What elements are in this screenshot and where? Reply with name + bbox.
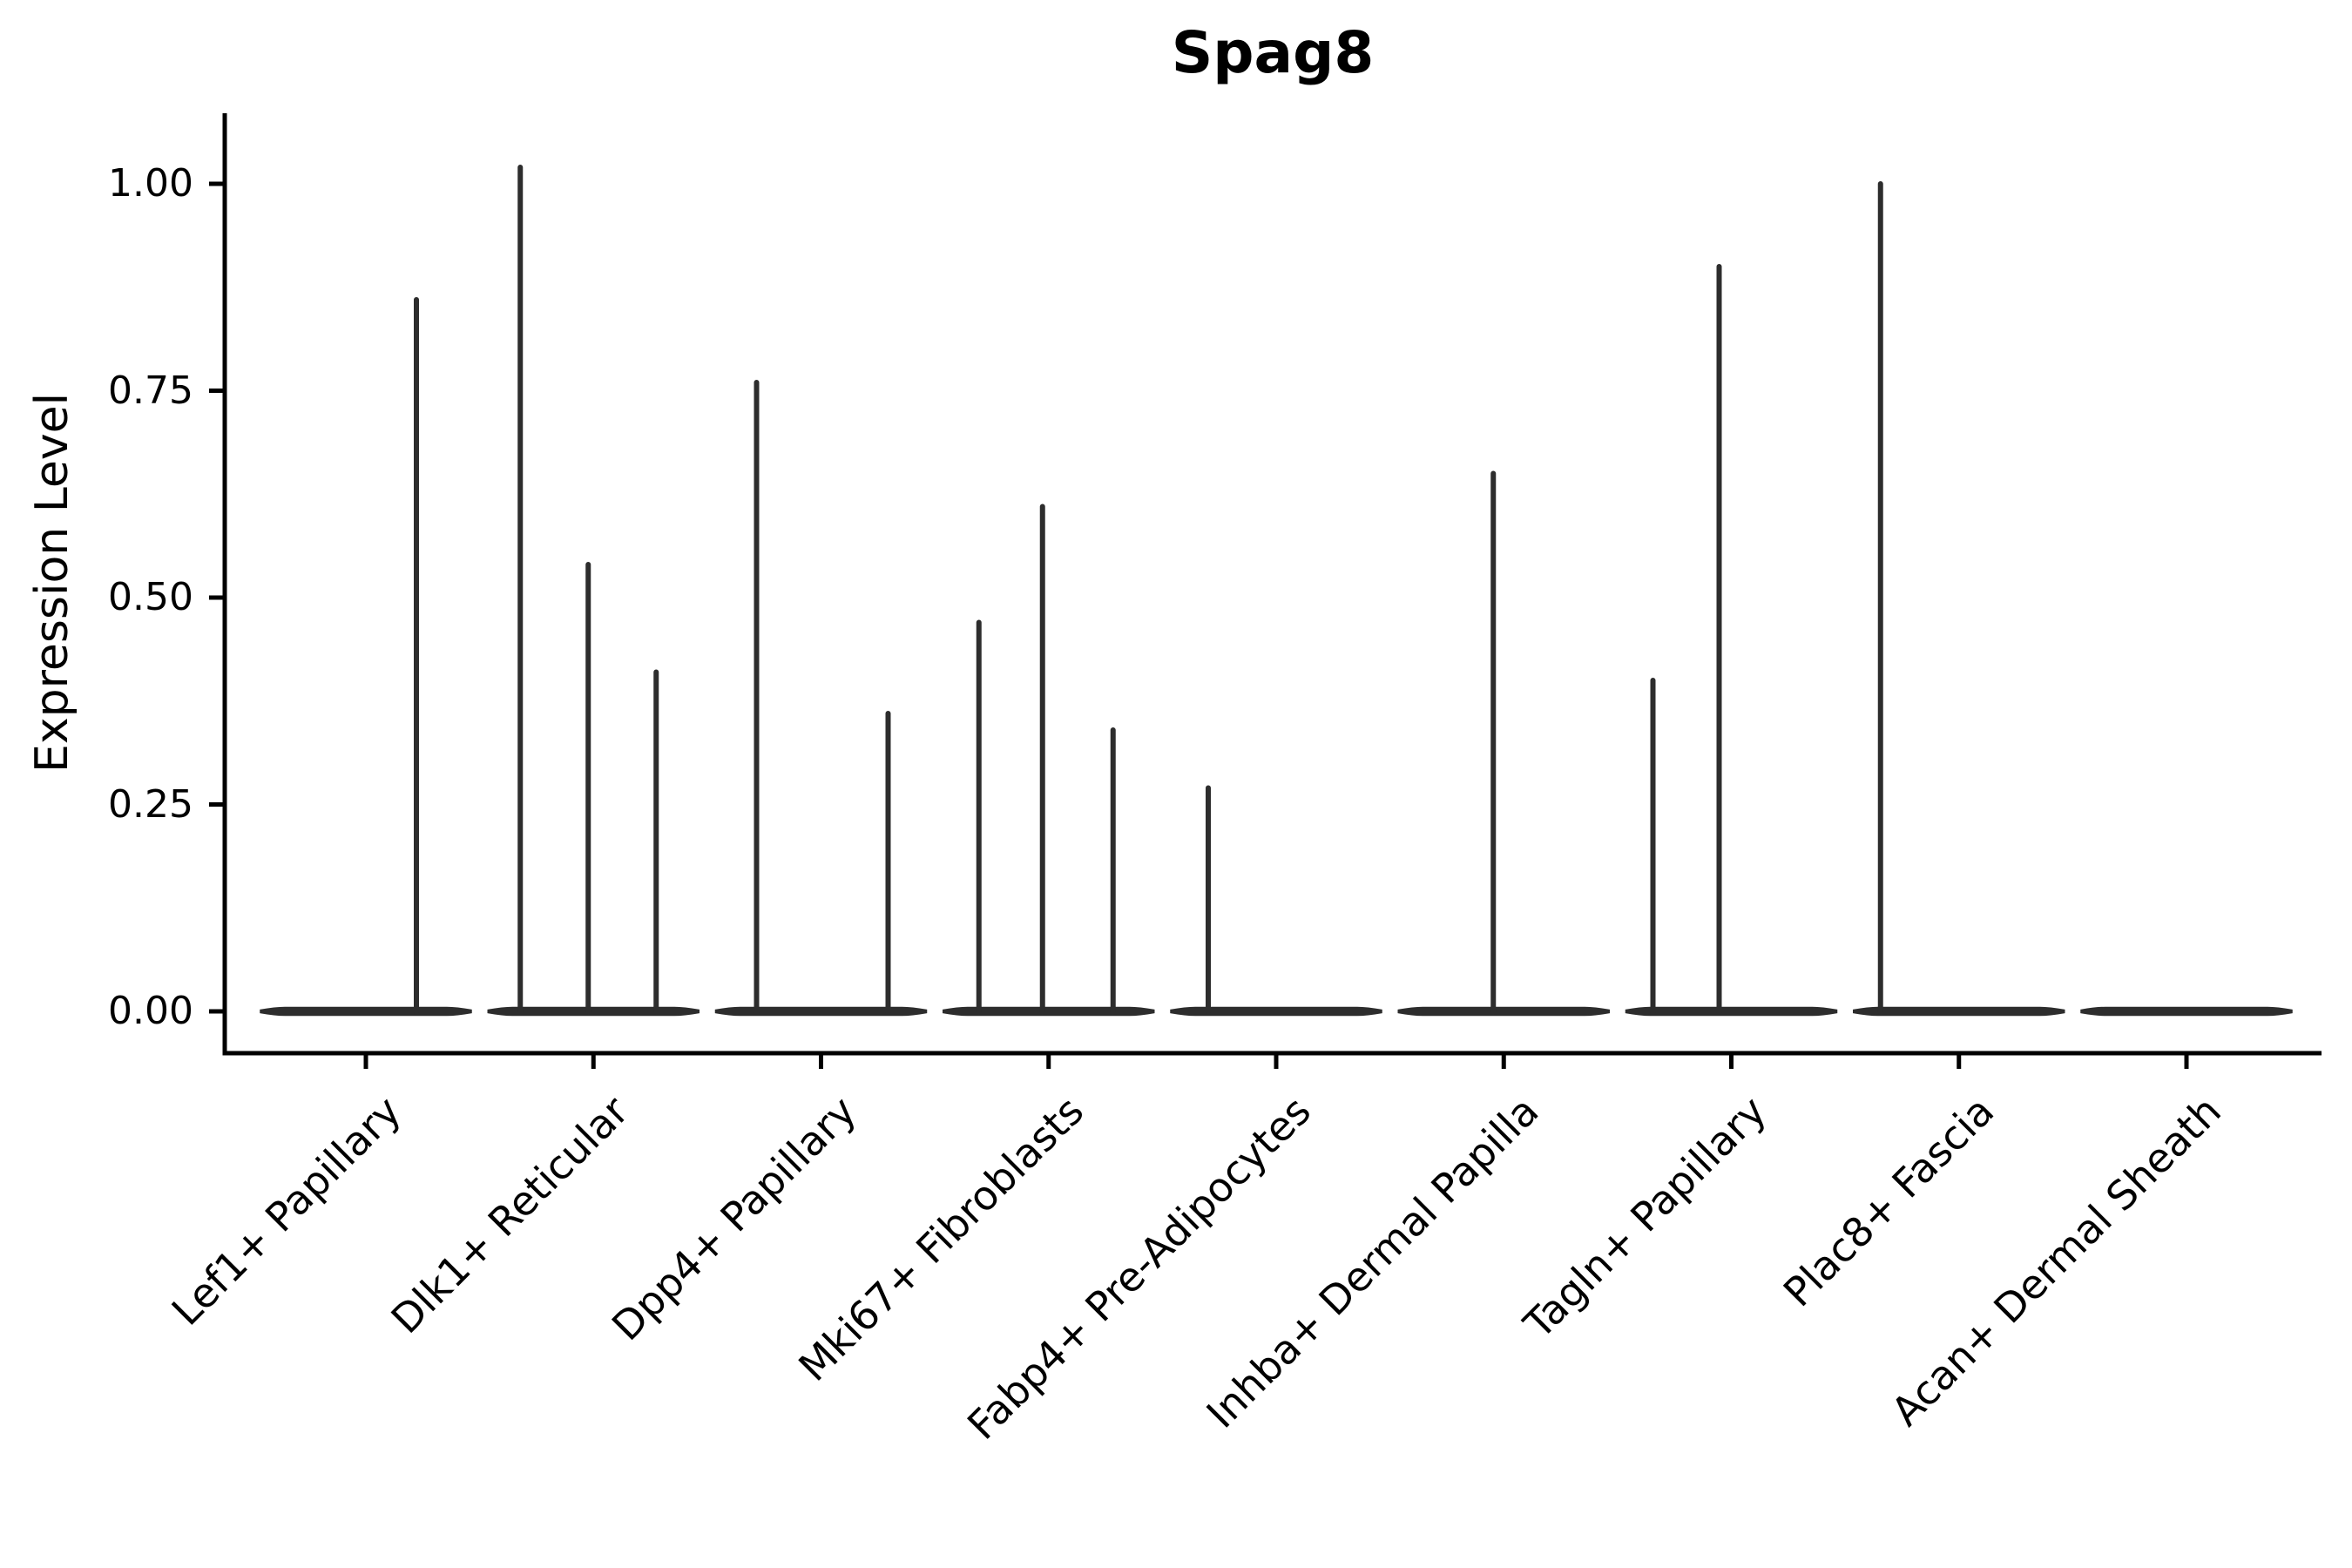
violin-body [260, 1006, 472, 1017]
y-tick-label: 0.00 [108, 989, 193, 1033]
y-axis-label: Expression Level [26, 392, 78, 774]
violin-body [487, 1006, 700, 1017]
violin-body [943, 1006, 1155, 1017]
violin-body [714, 1006, 928, 1017]
violin-body [1397, 1006, 1610, 1017]
y-tick-label: 1.00 [108, 161, 193, 206]
chart-title: Spag8 [1171, 19, 1375, 86]
violin-body [1170, 1006, 1382, 1017]
violin-body [2080, 1006, 2293, 1017]
violin-body [1853, 1006, 2065, 1017]
y-tick-label: 0.75 [108, 368, 193, 413]
violin-body [1625, 1006, 1838, 1017]
y-tick-label: 0.25 [108, 781, 193, 827]
y-tick-label: 0.50 [108, 575, 193, 619]
